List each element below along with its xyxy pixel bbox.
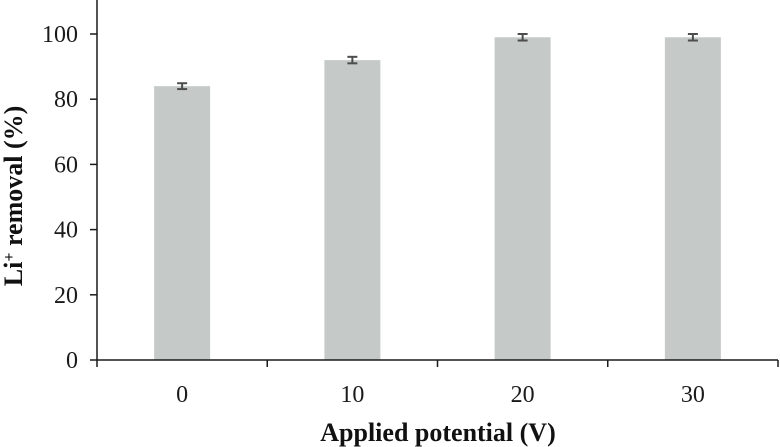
y-axis-ticks: 0 20 40 60 80 100	[42, 22, 97, 374]
error-bar-10	[347, 55, 358, 65]
x-axis-ticks: 0 10 20 30	[96, 360, 779, 408]
y-axis-title-superscript: +	[1, 253, 18, 262]
x-tick-label: 20	[511, 382, 535, 408]
plot-area	[154, 33, 721, 360]
x-tick-label: 10	[340, 382, 364, 408]
error-bar-0	[177, 82, 188, 91]
y-tick-label: 80	[54, 87, 78, 113]
x-axis-title: Applied potential (V)	[320, 418, 555, 447]
y-axis-title: Li+ removal (%)	[0, 106, 28, 287]
bar-20	[494, 37, 551, 360]
y-tick-label: 20	[54, 283, 78, 309]
y-tick-label: 0	[66, 348, 78, 374]
error-bar-20	[517, 33, 528, 42]
bar-30	[664, 37, 721, 360]
x-tick-label: 0	[176, 382, 188, 408]
y-tick-label: 60	[54, 152, 78, 178]
y-tick-label: 100	[42, 22, 78, 48]
y-axis-title-suffix: removal (%)	[0, 106, 28, 253]
error-bar-30	[687, 33, 698, 42]
x-tick-label: 30	[681, 382, 705, 408]
bar-0	[154, 86, 211, 360]
y-tick-label: 40	[54, 218, 78, 244]
bar-10	[324, 60, 381, 360]
y-axis-title-prefix: Li	[0, 262, 28, 287]
